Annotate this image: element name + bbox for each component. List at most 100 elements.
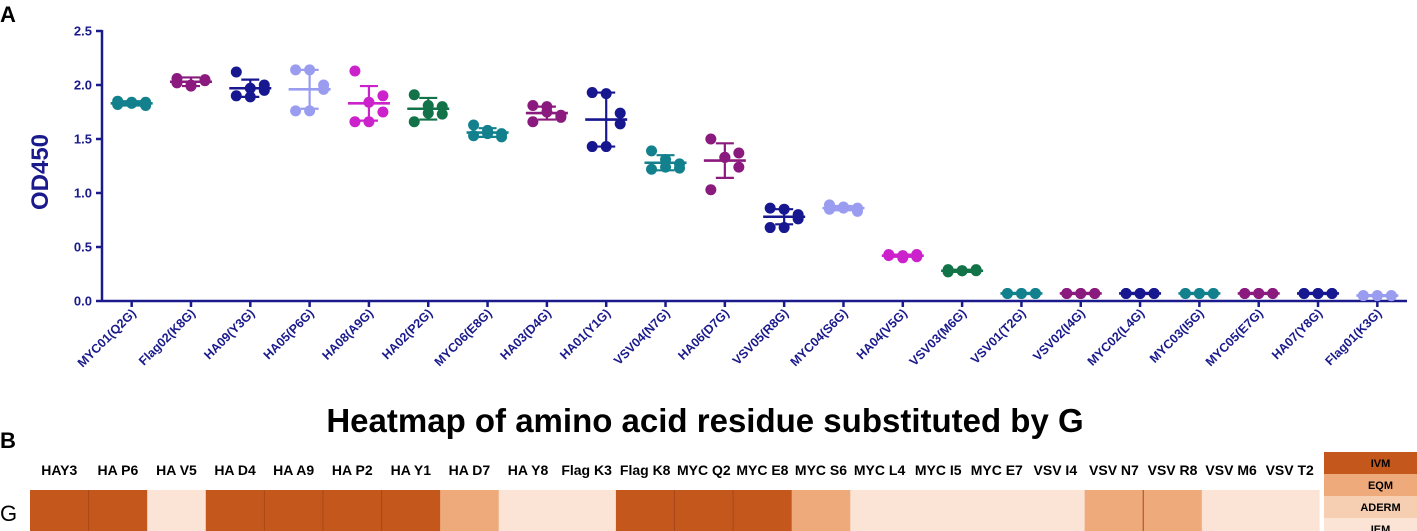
heatmap-column-label: VSV T2 — [1266, 462, 1314, 478]
data-group — [1059, 287, 1102, 299]
heatmap-legend: IVM EQM ADERM IEM — [1324, 452, 1417, 531]
x-tick-label: Flag01(K3G) — [1322, 306, 1384, 368]
heatmap-cell — [30, 490, 90, 531]
x-tick-label: HA05(P6G) — [261, 306, 317, 362]
data-point — [408, 116, 420, 128]
heatmap-cell — [147, 490, 207, 531]
data-group — [703, 133, 746, 196]
data-group — [881, 249, 924, 264]
data-point — [586, 141, 598, 153]
data-group — [525, 100, 568, 128]
data-point — [290, 105, 302, 117]
data-point — [764, 222, 776, 234]
data-point — [318, 79, 330, 91]
data-point — [408, 89, 420, 101]
heatmap-column-label: HA Y8 — [508, 462, 549, 478]
heatmap-title: Heatmap of amino acid residue substitute… — [326, 402, 1083, 439]
data-point — [705, 133, 717, 145]
heatmap-column-label: MYC I5 — [915, 462, 962, 478]
data-point — [290, 64, 302, 76]
data-group — [1356, 290, 1399, 302]
heatmap-cell — [381, 490, 441, 531]
heatmap-column-labels: HAY3 HA P6 HA V5 HA D4 HA A9 HA P2 HA Y1 HA D7 H… — [41, 462, 1314, 478]
heatmap-column-label: HA V5 — [156, 462, 197, 478]
data-group — [169, 73, 212, 92]
heatmap-cell — [1026, 490, 1086, 531]
x-tick-label: HA02(P2G) — [379, 306, 435, 362]
x-tick-label: VSV02(I4G) — [1030, 306, 1088, 364]
heatmap-column-label: MYC Q2 — [677, 462, 731, 478]
data-group — [1119, 287, 1162, 299]
data-point — [705, 184, 717, 196]
data-group — [941, 264, 984, 278]
heatmap-cell — [1201, 490, 1262, 531]
data-point — [733, 161, 745, 173]
data-group — [229, 66, 272, 103]
heatmap-column-label: MYC E8 — [736, 462, 788, 478]
data-point — [733, 147, 745, 159]
heatmap-cell — [674, 490, 734, 531]
x-axis: MYC01(Q2G)Flag02(K8G) HA09(Y3G) HA05(P6G) H… — [75, 299, 1407, 370]
heatmap-row-label: G — [0, 501, 17, 526]
data-point — [646, 163, 658, 175]
heatmap-column-label: VSV I4 — [1034, 462, 1078, 478]
legend-label: IVM — [1371, 458, 1391, 470]
data-point — [377, 106, 389, 118]
heatmap-cell — [322, 490, 383, 531]
heatmap-column-label: HA A9 — [273, 462, 314, 478]
panel-letter-a: A — [0, 2, 16, 27]
heatmap-column-label: HA P2 — [332, 462, 373, 478]
x-tick-label: VSV03(M6G) — [907, 306, 969, 368]
x-tick-label: VSV01(T2G) — [968, 306, 1029, 367]
heatmap-column-label: HA P6 — [98, 462, 139, 478]
data-point — [527, 116, 539, 128]
heatmap-column-label: Flag K3 — [561, 462, 612, 478]
heatmap-column-label: Flag K8 — [620, 462, 671, 478]
data-point — [764, 202, 776, 214]
data-group — [347, 65, 390, 128]
y-tick-label: 1.0 — [74, 186, 92, 201]
data-group — [1000, 287, 1043, 299]
heatmap-cell — [615, 490, 676, 531]
heatmap-cell — [967, 490, 1027, 531]
x-tick-label: MYC02(L4G) — [1085, 306, 1147, 368]
data-group — [1178, 287, 1221, 299]
data-point — [792, 209, 804, 221]
data-point — [436, 108, 448, 120]
legend-swatch — [1324, 452, 1417, 474]
data-group — [822, 199, 865, 217]
x-tick-label: HA08(A9G) — [319, 306, 376, 363]
heatmap-cell — [205, 490, 265, 531]
data-point — [614, 107, 626, 119]
data-point — [555, 109, 567, 121]
heatmap-column-label: HA D7 — [449, 462, 491, 478]
legend-label: IEM — [1371, 524, 1391, 531]
legend-swatch — [1324, 496, 1417, 518]
data-group — [466, 119, 509, 143]
y-tick-label: 0.0 — [74, 294, 92, 309]
x-tick-label: HA03(D4G) — [497, 306, 554, 363]
x-tick-label: MYC01(Q2G) — [75, 306, 139, 370]
heatmap-column-label: VSV M6 — [1205, 462, 1257, 478]
heatmap-column-label: HA Y1 — [391, 462, 432, 478]
heatmap-cells — [30, 490, 1320, 531]
data-point — [112, 95, 124, 107]
y-tick-label: 0.5 — [74, 240, 92, 255]
heatmap-cell — [1084, 490, 1144, 531]
y-tick-label: 2.5 — [74, 24, 92, 39]
y-tick-label: 2.0 — [74, 78, 92, 93]
y-axis: 0.0 0.5 1.0 1.5 2.0 2.5 — [74, 24, 104, 309]
data-point — [230, 90, 242, 102]
data-point — [349, 116, 361, 128]
heatmap-cell — [498, 490, 558, 531]
legend-label: ADERM — [1360, 502, 1400, 514]
x-tick-label: MYC06(E8G) — [432, 306, 495, 369]
x-tick-label: HA04(V5G) — [854, 306, 910, 362]
heatmap-column-label: MYC L4 — [854, 462, 906, 478]
heatmap-cell — [440, 490, 500, 531]
x-tick-label: MYC04(S6G) — [788, 306, 851, 369]
heatmap-column-label: VSV R8 — [1148, 462, 1198, 478]
heatmap-column-label: MYC E7 — [971, 462, 1023, 478]
heatmap-column-label: HA D4 — [214, 462, 256, 478]
